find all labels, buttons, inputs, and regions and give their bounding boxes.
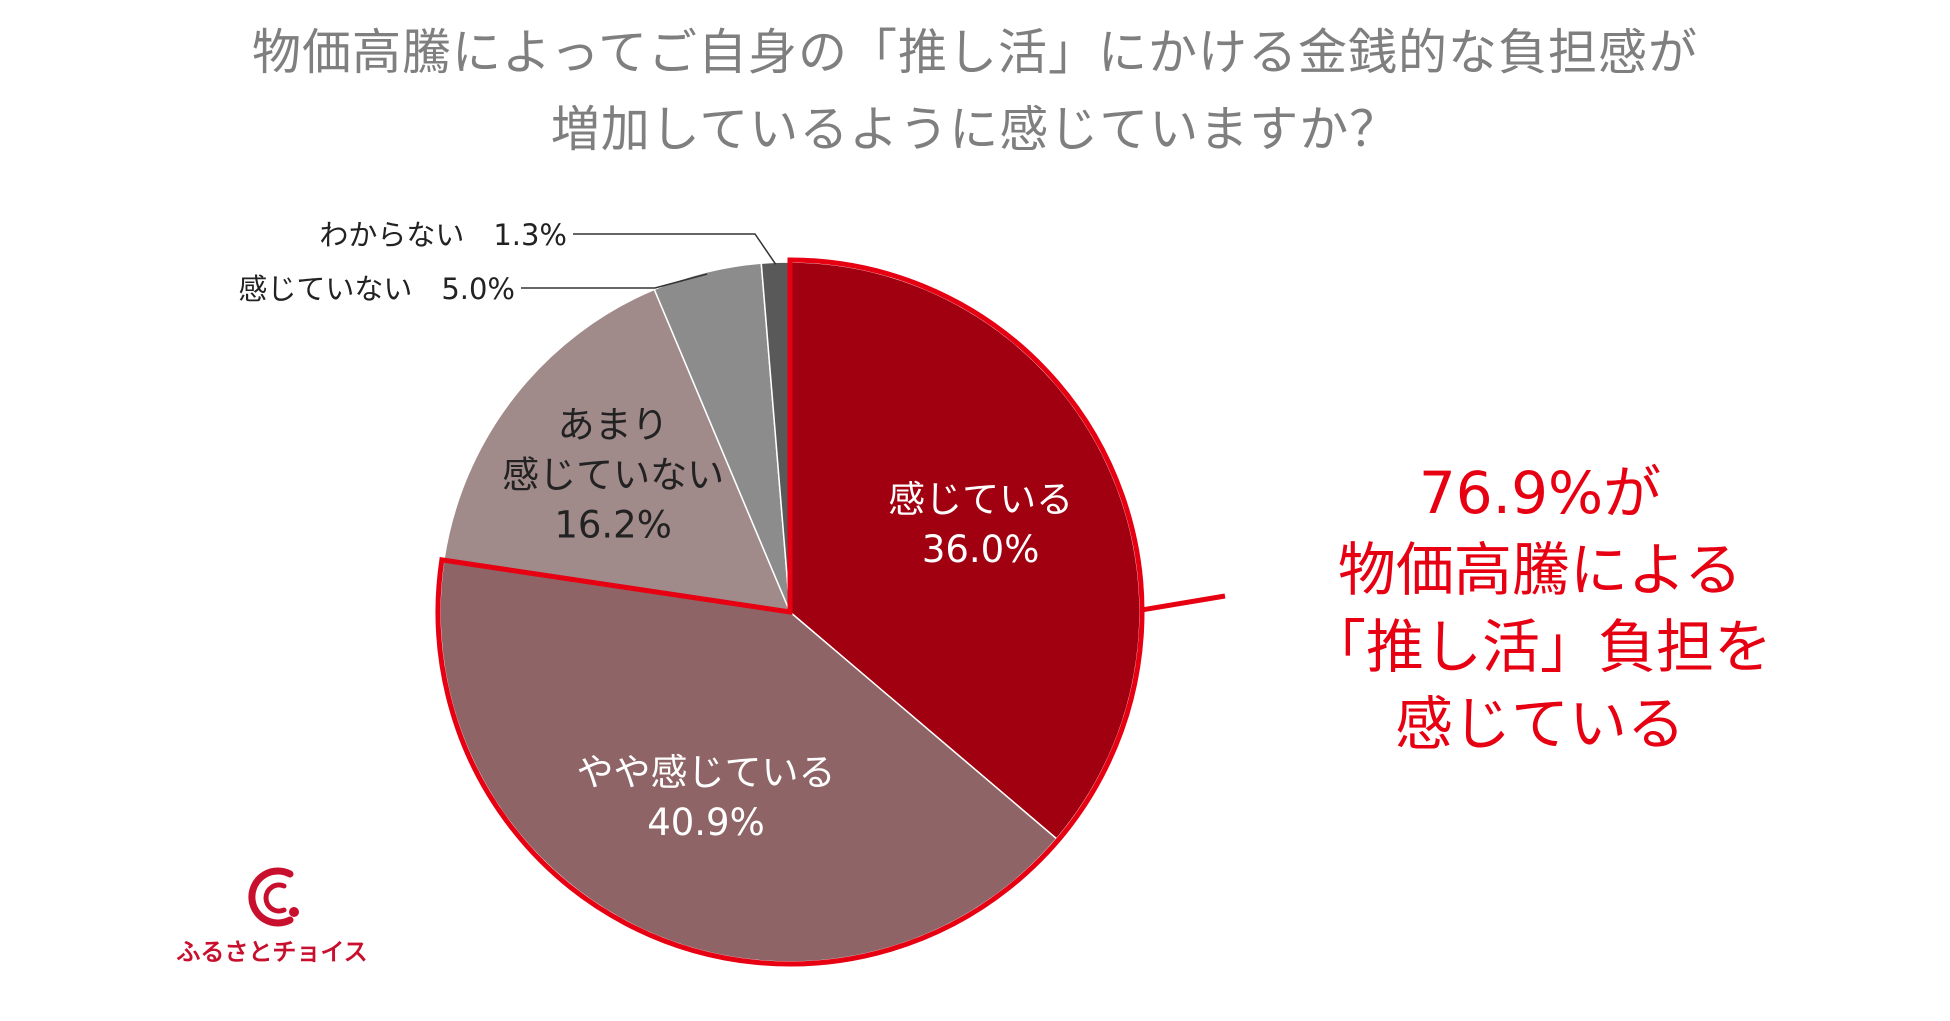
- callout-text: 76.9%が 物価高騰による 「推し活」負担を 感じている: [1300, 455, 1780, 763]
- furusato-choice-logo-icon: [248, 867, 299, 927]
- callout-line-2: 物価高騰による: [1337, 536, 1743, 604]
- slice-label-0: 感じている 36.0%: [888, 478, 1073, 571]
- slice-label-4: わからない 1.3%: [319, 218, 567, 252]
- slice-label-3: 感じていない 5.0%: [238, 272, 515, 306]
- leader-line-4: [573, 233, 777, 265]
- slice-label-1: やや感じている 40.9%: [576, 751, 835, 844]
- chart-title-line-1: 物価高騰によってご自身の「推し活」にかける金銭的な負担感が: [251, 24, 1699, 81]
- leader-line-3: [521, 273, 708, 289]
- brand-logo: ふるさとチョイス: [172, 862, 382, 972]
- callout-line-4: 感じている: [1394, 690, 1685, 758]
- callout-line-1: 76.9%が: [1418, 459, 1662, 527]
- callout-connector-line: [1143, 593, 1226, 612]
- highlight-outline: [435, 257, 1145, 967]
- slice-label-2: あまり感じていない 16.2%: [502, 404, 724, 547]
- pie-slice-2: [443, 288, 792, 613]
- chart-title-line-2: 増加しているように感じていますか？: [550, 101, 1400, 158]
- chart-title: 物価高騰によってご自身の「推し活」にかける金銭的な負担感が 増加しているように感…: [0, 14, 1950, 168]
- callout-line-3: 「推し活」負担を: [1307, 613, 1772, 681]
- brand-logo-text: ふるさとチョイス: [176, 938, 368, 966]
